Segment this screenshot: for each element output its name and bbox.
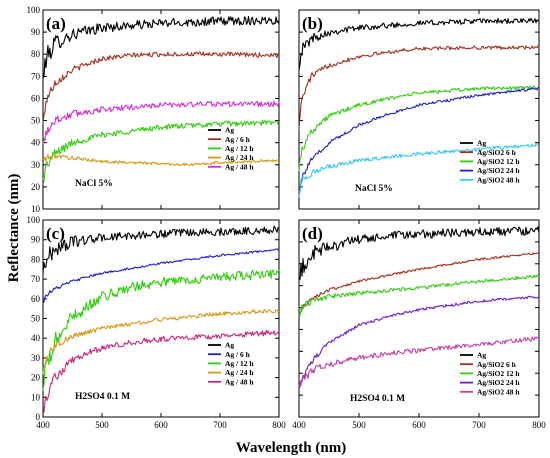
series-line bbox=[298, 336, 540, 387]
legend-entry: Ag/SiO2 6 h bbox=[477, 148, 517, 157]
x-tick-label: 700 bbox=[472, 420, 486, 430]
legend-entry: Ag/SiO2 24 h bbox=[477, 378, 520, 387]
legend-entry: Ag / 6 h bbox=[225, 350, 251, 359]
series-line bbox=[298, 17, 540, 70]
legend-entry: Ag bbox=[477, 139, 486, 148]
y-tick-label: 70 bbox=[31, 71, 41, 81]
condition-label: H2SO4 0.1 M bbox=[75, 392, 130, 402]
y-tick-label: 50 bbox=[31, 116, 41, 126]
series-line bbox=[42, 269, 280, 391]
y-tick-label: 90 bbox=[31, 27, 41, 37]
y-tick-label: 100 bbox=[27, 5, 41, 15]
legend-entry: Ag bbox=[477, 351, 486, 360]
legend-entry: Ag / 48 h bbox=[225, 162, 254, 171]
y-tick-label: 40 bbox=[31, 138, 41, 148]
series-line bbox=[298, 251, 540, 317]
y-tick-label: 0 bbox=[36, 412, 41, 422]
x-tick-label: 600 bbox=[154, 420, 168, 430]
legend-entry: Ag / 24 h bbox=[225, 368, 254, 377]
y-tick-label: 50 bbox=[31, 314, 41, 324]
legend-entry: Ag/SiO2 48 h bbox=[477, 175, 520, 184]
y-tick-label: 80 bbox=[31, 254, 41, 264]
condition-label: H2SO4 0.1 M bbox=[350, 394, 405, 404]
legend-entry: Ag bbox=[225, 341, 234, 350]
series-line bbox=[42, 100, 280, 145]
y-axis-title: Reflectance (nm) bbox=[6, 174, 22, 283]
series-line bbox=[298, 85, 540, 171]
series-line bbox=[42, 308, 280, 375]
panel-label: (a) bbox=[46, 14, 66, 33]
series-line bbox=[298, 295, 540, 389]
x-tick-label: 800 bbox=[532, 420, 546, 430]
series-line bbox=[298, 45, 540, 130]
y-tick-label: 40 bbox=[31, 333, 41, 343]
series-line bbox=[298, 86, 540, 197]
chart-panel: 0 10 20 30 40 50 60 70 80 90 100 400 500 600 700 800 (c)… bbox=[27, 215, 287, 430]
legend-entry: Ag / 24 h bbox=[225, 153, 254, 162]
x-tick-label: 500 bbox=[95, 420, 109, 430]
y-tick-label: 70 bbox=[31, 274, 41, 284]
x-tick-label: 400 bbox=[36, 420, 50, 430]
legend-entry: Ag/SiO2 12 h bbox=[477, 369, 520, 378]
legend-entry: Ag/SiO2 6 h bbox=[477, 360, 517, 369]
panel-label: (b) bbox=[302, 14, 323, 33]
panel-label: (c) bbox=[46, 224, 65, 243]
legend-entry: Ag bbox=[225, 126, 234, 135]
x-tick-label: 800 bbox=[272, 420, 286, 430]
y-tick-label: 10 bbox=[31, 204, 41, 214]
x-tick-label: 400 bbox=[292, 420, 306, 430]
condition-label: NaCl 5% bbox=[355, 184, 393, 194]
legend-entry: Ag / 48 h bbox=[225, 377, 254, 386]
x-tick-label: 700 bbox=[213, 420, 227, 430]
x-tick-label: 500 bbox=[352, 420, 366, 430]
x-axis-title: Wavelength (nm) bbox=[236, 440, 346, 456]
panel-label: (d) bbox=[302, 224, 323, 243]
series-line bbox=[298, 274, 540, 317]
legend-entry: Ag / 6 h bbox=[225, 135, 251, 144]
y-tick-label: 20 bbox=[31, 182, 41, 192]
legend-entry: Ag/SiO2 48 h bbox=[477, 387, 520, 396]
y-tick-label: 100 bbox=[27, 215, 41, 225]
condition-label: NaCl 5% bbox=[75, 179, 113, 189]
series-line bbox=[298, 226, 540, 280]
y-tick-label: 90 bbox=[31, 235, 41, 245]
y-tick-label: 10 bbox=[31, 392, 41, 402]
plot-frame bbox=[42, 219, 280, 418]
y-tick-label: 60 bbox=[31, 93, 41, 103]
series-line bbox=[42, 51, 280, 124]
x-tick-label: 600 bbox=[412, 420, 426, 430]
y-tick-label: 20 bbox=[31, 373, 41, 383]
y-tick-label: 60 bbox=[31, 294, 41, 304]
series-line bbox=[298, 143, 540, 198]
series-line bbox=[42, 153, 280, 167]
legend-entry: Ag/SiO2 24 h bbox=[477, 166, 520, 175]
y-tick-label: 80 bbox=[31, 49, 41, 59]
series-line bbox=[42, 248, 280, 304]
y-tick-label: 30 bbox=[31, 160, 41, 170]
series-line bbox=[42, 119, 280, 183]
series-line bbox=[42, 225, 280, 273]
series-line bbox=[42, 15, 280, 79]
legend-entry: Ag/SiO2 12 h bbox=[477, 157, 520, 166]
series-line bbox=[42, 330, 280, 414]
y-tick-label: 30 bbox=[31, 353, 41, 363]
legend-entry: Ag / 12 h bbox=[225, 144, 254, 153]
legend-entry: Ag / 12 h bbox=[225, 359, 254, 368]
